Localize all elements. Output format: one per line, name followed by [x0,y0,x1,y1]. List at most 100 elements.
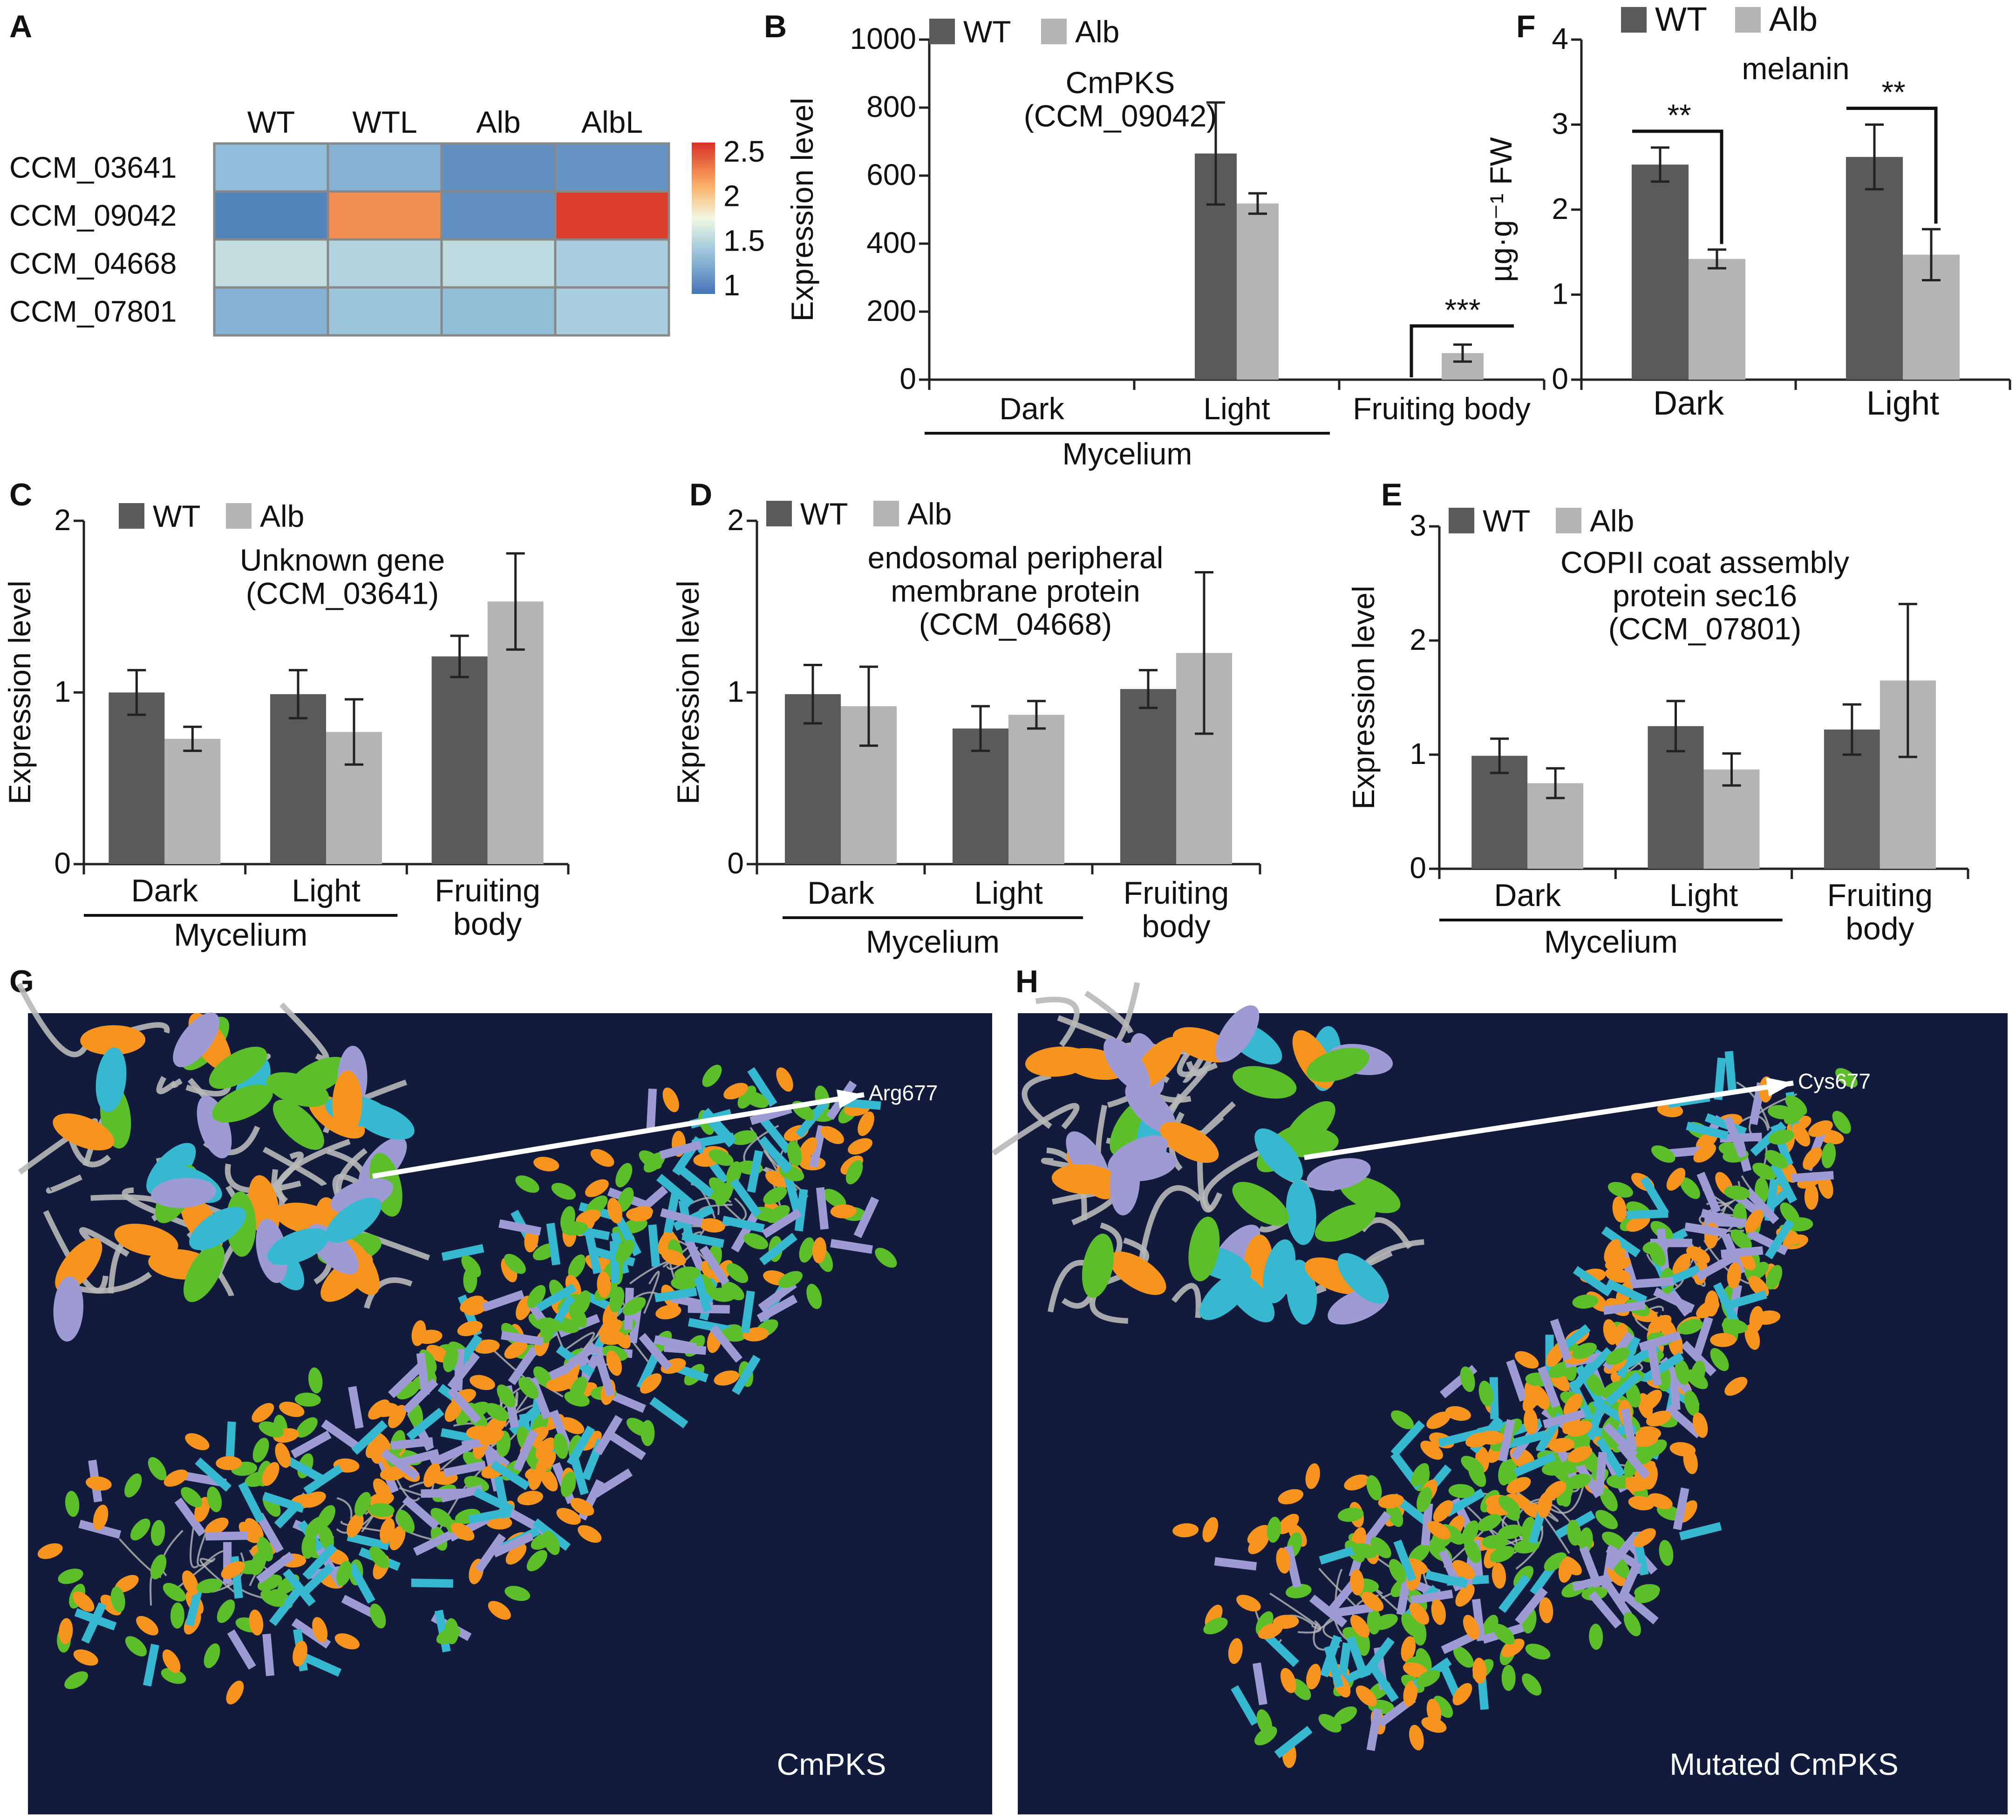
inset-element [114,1223,178,1256]
zoom-inset [16,982,430,1342]
structure-caption: Mutated CmPKS [1669,1747,1899,1781]
y-tick-label: 2 [1410,623,1426,656]
beta-sheet [1346,1636,1369,1678]
alpha-helix [65,1491,80,1517]
alpha-helix [526,1550,547,1572]
alpha-helix [1460,1366,1475,1392]
alpha-helix [1417,1487,1432,1513]
beta-sheet [262,1633,275,1677]
alpha-helix [1710,1333,1737,1347]
alpha-helix [396,1509,415,1534]
inset-coil [1022,1073,1052,1129]
y-axis-label: Expression level [2,580,37,804]
group-label: Mycelium [174,917,307,953]
chart-title: (CCM_07801) [1608,612,1802,646]
beta-sheet [794,1189,808,1232]
alpha-helix [37,1543,63,1559]
alpha-helix [1514,1351,1539,1369]
alpha-helix [570,1376,587,1401]
alpha-helix [150,1554,167,1580]
heatmap-col-label: Alb [476,105,520,139]
heatmap-col-label: WT [247,105,295,139]
alpha-helix [59,1618,73,1644]
bar-alb [1237,203,1279,380]
alpha-helix [1433,1696,1453,1718]
alpha-helix [1378,1494,1404,1509]
beta-sheet [513,1430,538,1472]
y-tick-label: 0 [899,362,916,395]
panel-letter-b: B [764,9,787,44]
alpha-helix [517,1491,544,1506]
inset-element [1286,1180,1316,1245]
significance-label: ** [1881,75,1905,109]
alpha-helix [1452,1683,1472,1705]
beta-sheet [1723,1116,1747,1159]
alpha-helix [806,1283,822,1309]
alpha-helix [423,1463,441,1487]
chart-panel-b: 0 200 400 600 800 1000 Expression level Dark Lig… [785,14,1546,471]
highlight-arrow [1304,1080,1794,1160]
alpha-helix [163,1583,186,1602]
alpha-helix [1635,1587,1660,1603]
beta-sheet [388,1363,424,1398]
alpha-helix [1401,1613,1419,1636]
alpha-helix [812,1237,827,1263]
beta-sheet [731,1355,761,1395]
beta-sheet [614,1215,642,1256]
alpha-helix [617,1187,634,1212]
alpha-helix [674,1266,701,1281]
beta-sheet [441,1244,484,1261]
alpha-helix [1344,1474,1369,1491]
beta-sheet [649,1397,688,1429]
alpha-helix [606,1350,622,1376]
alpha-helix [1506,1477,1531,1494]
alpha-helix [1693,1412,1708,1438]
beta-sheet [1673,1487,1689,1530]
beta-sheet [1744,1187,1779,1224]
alpha-helix [615,1240,634,1263]
alpha-helix [820,1126,845,1144]
x-category-label: body [453,906,522,941]
beta-sheet [1537,1366,1560,1408]
bar-wt [1632,164,1689,380]
beta-sheet [660,1208,703,1227]
inset-element [1103,1037,1151,1092]
inset-coil [262,1146,327,1187]
heatmap-cell [327,238,443,289]
legend-label-alb: Alb [260,499,304,533]
alpha-helix [798,1137,817,1160]
alpha-helix [488,1601,511,1620]
beta-sheet [1616,1336,1641,1378]
alpha-helix [585,1179,609,1197]
panel-letter-d: D [689,477,712,512]
significance-label: ** [1667,98,1691,132]
coil-trace [197,1532,207,1567]
y-tick-label: 400 [866,226,916,259]
inset-coil [171,1078,183,1088]
beta-sheet [238,1481,265,1523]
panel-letter-h: H [1015,964,1038,999]
alpha-helix [336,1561,352,1586]
coil-trace [1318,1568,1356,1607]
x-category-label: Fruiting body [1353,391,1531,426]
alpha-helix [1386,1502,1403,1527]
alpha-helix [347,1513,364,1538]
alpha-helix [1202,1517,1219,1542]
beta-sheet [659,1140,702,1159]
beta-sheet [492,1532,534,1558]
alpha-helix [460,1295,484,1313]
highlight-arrowhead [1766,1077,1793,1097]
alpha-helix [560,1417,585,1434]
alpha-helix [1532,1385,1550,1410]
beta-sheet [351,1420,388,1455]
coil-trace [199,1558,238,1595]
x-category-label: Dark [1653,385,1724,422]
bar-wt [1120,689,1176,864]
alpha-helix [845,1160,863,1185]
alpha-helix [1463,1615,1480,1640]
alpha-helix [1628,1496,1655,1511]
beta-sheet [1679,1522,1722,1541]
beta-sheet [508,1346,539,1385]
alpha-helix [1632,1432,1658,1447]
x-category-label: Dark [131,873,199,908]
